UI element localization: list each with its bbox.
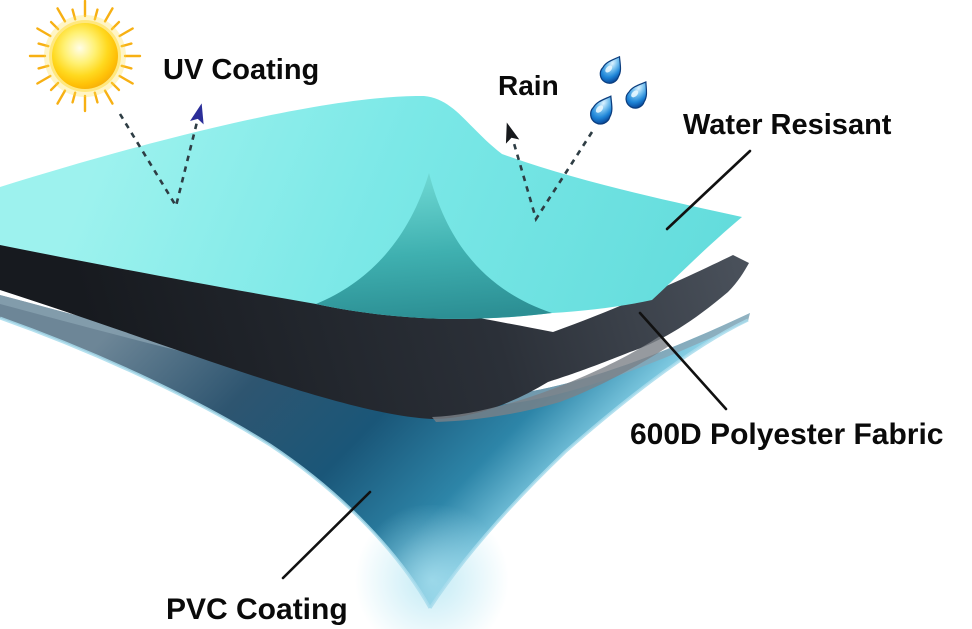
rain-label: Rain <box>498 70 559 101</box>
pvc-tip-glow <box>327 505 537 629</box>
top-sheet-underside <box>316 173 552 319</box>
top-sheet-layer <box>0 95 742 319</box>
polyester-body <box>0 236 749 419</box>
pvc-layer <box>0 295 750 629</box>
pvc-left-rim <box>0 316 432 609</box>
rain-reflection-arrow <box>505 122 594 223</box>
pvc-right-rim <box>428 318 749 609</box>
uv-arrowhead <box>190 103 204 125</box>
pvc-body <box>0 295 750 608</box>
pvc-coating-label: PVC Coating <box>166 593 348 626</box>
rain-arrowhead <box>505 122 520 144</box>
pvc-leader-line <box>281 490 372 580</box>
raindrops-icon <box>586 51 655 129</box>
polyester-layer <box>0 236 749 422</box>
polyester-leader-line <box>638 311 728 411</box>
top-sheet-surface <box>0 95 742 319</box>
uv-coating-label: UV Coating <box>163 54 320 86</box>
uv-reflection-arrow <box>118 103 204 210</box>
water-resistant-leader-line <box>665 149 752 231</box>
polyester-fabric-label: 600D Polyester Fabric <box>630 418 944 451</box>
water-resistant-label: Water Resisant <box>683 109 892 141</box>
leader-lines <box>281 149 752 580</box>
sun-icon <box>28 0 142 113</box>
